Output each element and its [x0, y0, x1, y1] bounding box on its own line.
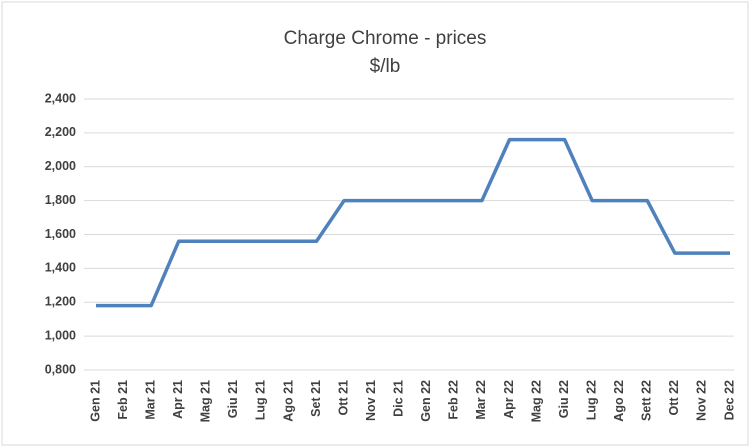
x-tick-label: Dic 21 [392, 380, 406, 417]
x-tick-label: Set 21 [309, 380, 323, 417]
y-tick-label: 2,200 [45, 125, 76, 139]
y-tick-label: 1,400 [45, 261, 76, 275]
x-tick-label: Dec 22 [722, 380, 736, 420]
chart-title: Charge Chrome - prices [284, 28, 487, 49]
x-tick-label: Ott 22 [667, 380, 681, 415]
y-tick-label: 1,800 [45, 193, 76, 207]
y-tick-label: 1,000 [45, 328, 76, 342]
x-tick-label: Mar 22 [474, 380, 488, 420]
x-tick-label: Mag 22 [529, 380, 543, 422]
x-tick-label: Gen 22 [419, 380, 433, 422]
y-tick-label: 1,600 [45, 227, 76, 241]
x-tick-label: Gen 21 [88, 380, 102, 422]
x-tick-label: Mag 21 [199, 380, 213, 422]
x-tick-label: Giu 21 [226, 380, 240, 418]
line-series [96, 137, 730, 308]
x-tick-label: Giu 22 [557, 380, 571, 418]
x-tick-label: Ott 21 [336, 380, 350, 415]
y-tick-label: 0,800 [45, 362, 76, 376]
x-tick-label: Nov 22 [695, 380, 709, 421]
y-tick-label: 2,000 [45, 159, 76, 173]
x-tick-label: Feb 21 [116, 380, 130, 420]
chart-subtitle: $/lb [370, 56, 401, 77]
x-tick-label: Apr 22 [502, 380, 516, 419]
x-tick-label: Apr 21 [171, 380, 185, 419]
y-tick-label: 1,200 [45, 295, 76, 309]
x-tick-label: Feb 22 [447, 380, 461, 420]
x-tick-label: Sett 22 [640, 380, 654, 421]
x-tick-label: Lug 22 [584, 380, 598, 420]
x-tick-label: Ago 22 [612, 380, 626, 422]
y-tick-label: 2,400 [45, 91, 76, 105]
x-tick-label: Ago 21 [281, 380, 295, 422]
x-tick-label: Nov 21 [364, 380, 378, 421]
x-tick-label: Mar 21 [143, 380, 157, 420]
x-tick-label: Lug 21 [254, 380, 268, 420]
